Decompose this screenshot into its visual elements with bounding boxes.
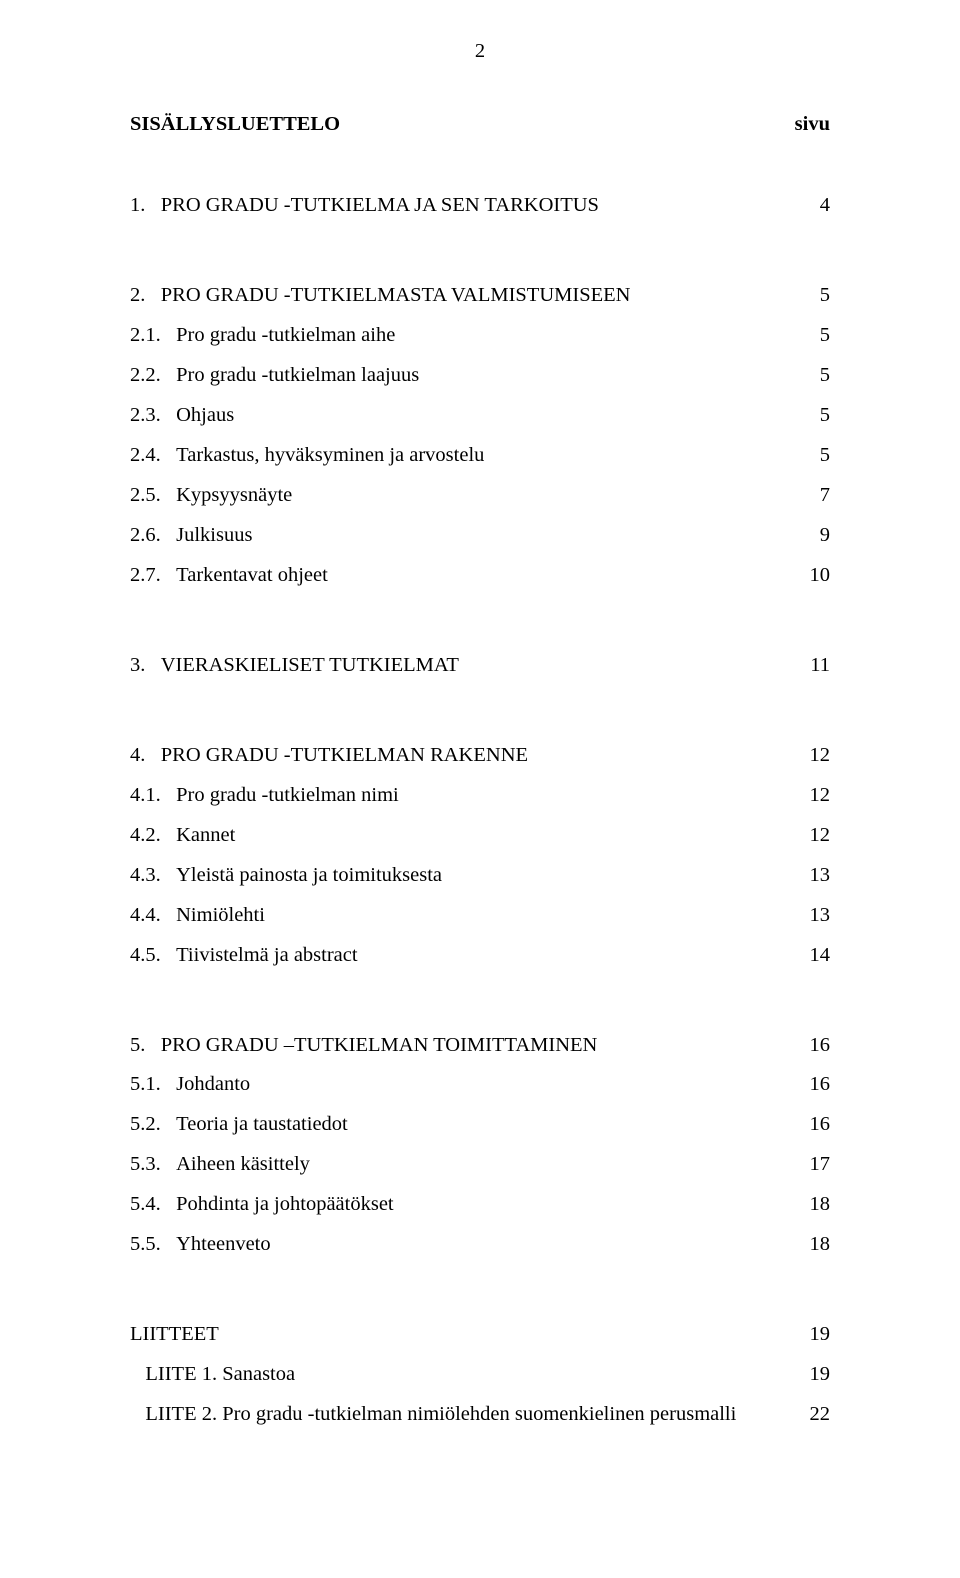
toc-entry-page: 22 (790, 1395, 830, 1435)
toc-entry-label: 1. PRO GRADU -TUTKIELMA JA SEN TARKOITUS (130, 186, 790, 226)
toc-entry-page: 7 (790, 476, 830, 516)
toc-entry-label: 3. VIERASKIELISET TUTKIELMAT (130, 646, 790, 686)
toc-entry-level2: 4.1. Pro gradu -tutkielman nimi12 (130, 776, 830, 816)
toc-entry-label: LIITTEET (130, 1315, 790, 1355)
toc-entry-page: 5 (790, 396, 830, 436)
toc-entry-level2: LIITE 2. Pro gradu -tutkielman nimiölehd… (130, 1395, 830, 1435)
toc-entry-page: 18 (790, 1225, 830, 1265)
toc-body: 1. PRO GRADU -TUTKIELMA JA SEN TARKOITUS… (130, 186, 830, 1435)
toc-entry-level2: 4.4. Nimiölehti13 (130, 896, 830, 936)
toc-entry-page: 11 (790, 646, 830, 686)
toc-entry-level1: 3. VIERASKIELISET TUTKIELMAT11 (130, 646, 830, 686)
toc-entry-page: 16 (790, 1026, 830, 1066)
toc-entry-label: 2.7. Tarkentavat ohjeet (130, 556, 790, 596)
toc-entry-level2: 2.4. Tarkastus, hyväksyminen ja arvostel… (130, 436, 830, 476)
toc-entry-level1: 4. PRO GRADU -TUTKIELMAN RAKENNE12 (130, 736, 830, 776)
toc-entry-label: 2.2. Pro gradu -tutkielman laajuus (130, 356, 790, 396)
toc-entry-page: 5 (790, 436, 830, 476)
toc-entry-page: 14 (790, 936, 830, 976)
toc-entry-level2: 4.5. Tiivistelmä ja abstract14 (130, 936, 830, 976)
toc-entry-level2: LIITE 1. Sanastoa19 (130, 1355, 830, 1395)
toc-section: 2. PRO GRADU -TUTKIELMASTA VALMISTUMISEE… (130, 276, 830, 596)
toc-entry-page: 19 (790, 1315, 830, 1355)
toc-entry-level2: 2.5. Kypsyysnäyte7 (130, 476, 830, 516)
toc-entry-label: 2.1. Pro gradu -tutkielman aihe (130, 316, 790, 356)
toc-entry-level2: 4.2. Kannet12 (130, 816, 830, 856)
toc-entry-page: 5 (790, 356, 830, 396)
toc-entry-label: 4.1. Pro gradu -tutkielman nimi (130, 776, 790, 816)
toc-entry-label: 4.4. Nimiölehti (130, 896, 790, 936)
toc-entry-label: 5.5. Yhteenveto (130, 1225, 790, 1265)
toc-section: LIITTEET19 LIITE 1. Sanastoa19 LIITE 2. … (130, 1315, 830, 1435)
toc-entry-level2: 2.3. Ohjaus5 (130, 396, 830, 436)
toc-entry-label: 4. PRO GRADU -TUTKIELMAN RAKENNE (130, 736, 790, 776)
toc-entry-level1: 1. PRO GRADU -TUTKIELMA JA SEN TARKOITUS… (130, 186, 830, 226)
toc-entry-label: 5.4. Pohdinta ja johtopäätökset (130, 1185, 790, 1225)
toc-entry-label: 2.4. Tarkastus, hyväksyminen ja arvostel… (130, 436, 790, 476)
page-number: 2 (130, 40, 830, 63)
toc-entry-label: 2.3. Ohjaus (130, 396, 790, 436)
toc-entry-level2: 2.2. Pro gradu -tutkielman laajuus5 (130, 356, 830, 396)
toc-entry-level1: LIITTEET19 (130, 1315, 830, 1355)
toc-entry-level2: 4.3. Yleistä painosta ja toimituksesta13 (130, 856, 830, 896)
toc-entry-page: 19 (790, 1355, 830, 1395)
toc-entry-label: 4.5. Tiivistelmä ja abstract (130, 936, 790, 976)
toc-entry-level2: 5.1. Johdanto16 (130, 1065, 830, 1105)
toc-entry-label: 5.2. Teoria ja taustatiedot (130, 1105, 790, 1145)
toc-entry-level2: 5.3. Aiheen käsittely17 (130, 1145, 830, 1185)
toc-entry-level1: 2. PRO GRADU -TUTKIELMASTA VALMISTUMISEE… (130, 276, 830, 316)
toc-title-row: SISÄLLYSLUETTELO sivu (130, 113, 830, 136)
toc-entry-label: 2.6. Julkisuus (130, 516, 790, 556)
toc-entry-level2: 2.6. Julkisuus9 (130, 516, 830, 556)
toc-entry-page: 17 (790, 1145, 830, 1185)
toc-entry-label: 4.3. Yleistä painosta ja toimituksesta (130, 856, 790, 896)
toc-entry-label: LIITE 1. Sanastoa (130, 1355, 790, 1395)
toc-entry-label: 2.5. Kypsyysnäyte (130, 476, 790, 516)
toc-entry-page: 13 (790, 896, 830, 936)
toc-entry-page: 5 (790, 316, 830, 356)
toc-entry-level2: 2.1. Pro gradu -tutkielman aihe5 (130, 316, 830, 356)
toc-entry-page: 18 (790, 1185, 830, 1225)
toc-entry-level2: 5.4. Pohdinta ja johtopäätökset18 (130, 1185, 830, 1225)
toc-title-left: SISÄLLYSLUETTELO (130, 113, 340, 136)
toc-entry-page: 5 (790, 276, 830, 316)
toc-entry-page: 10 (790, 556, 830, 596)
toc-title-right: sivu (795, 113, 830, 136)
toc-section: 3. VIERASKIELISET TUTKIELMAT11 (130, 646, 830, 686)
toc-entry-level2: 5.5. Yhteenveto18 (130, 1225, 830, 1265)
toc-entry-label: 2. PRO GRADU -TUTKIELMASTA VALMISTUMISEE… (130, 276, 790, 316)
toc-entry-page: 12 (790, 816, 830, 856)
toc-entry-page: 12 (790, 736, 830, 776)
toc-entry-page: 12 (790, 776, 830, 816)
toc-entry-page: 4 (790, 186, 830, 226)
toc-entry-page: 9 (790, 516, 830, 556)
toc-entry-level2: 5.2. Teoria ja taustatiedot16 (130, 1105, 830, 1145)
toc-entry-label: LIITE 2. Pro gradu -tutkielman nimiölehd… (130, 1395, 790, 1435)
toc-entry-page: 16 (790, 1105, 830, 1145)
toc-entry-level1: 5. PRO GRADU –TUTKIELMAN TOIMITTAMINEN16 (130, 1026, 830, 1066)
toc-entry-page: 13 (790, 856, 830, 896)
toc-entry-level2: 2.7. Tarkentavat ohjeet10 (130, 556, 830, 596)
toc-entry-label: 5.3. Aiheen käsittely (130, 1145, 790, 1185)
toc-section: 5. PRO GRADU –TUTKIELMAN TOIMITTAMINEN16… (130, 1026, 830, 1266)
toc-section: 1. PRO GRADU -TUTKIELMA JA SEN TARKOITUS… (130, 186, 830, 226)
toc-entry-page: 16 (790, 1065, 830, 1105)
toc-section: 4. PRO GRADU -TUTKIELMAN RAKENNE124.1. P… (130, 736, 830, 976)
toc-entry-label: 4.2. Kannet (130, 816, 790, 856)
toc-entry-label: 5.1. Johdanto (130, 1065, 790, 1105)
toc-entry-label: 5. PRO GRADU –TUTKIELMAN TOIMITTAMINEN (130, 1026, 790, 1066)
